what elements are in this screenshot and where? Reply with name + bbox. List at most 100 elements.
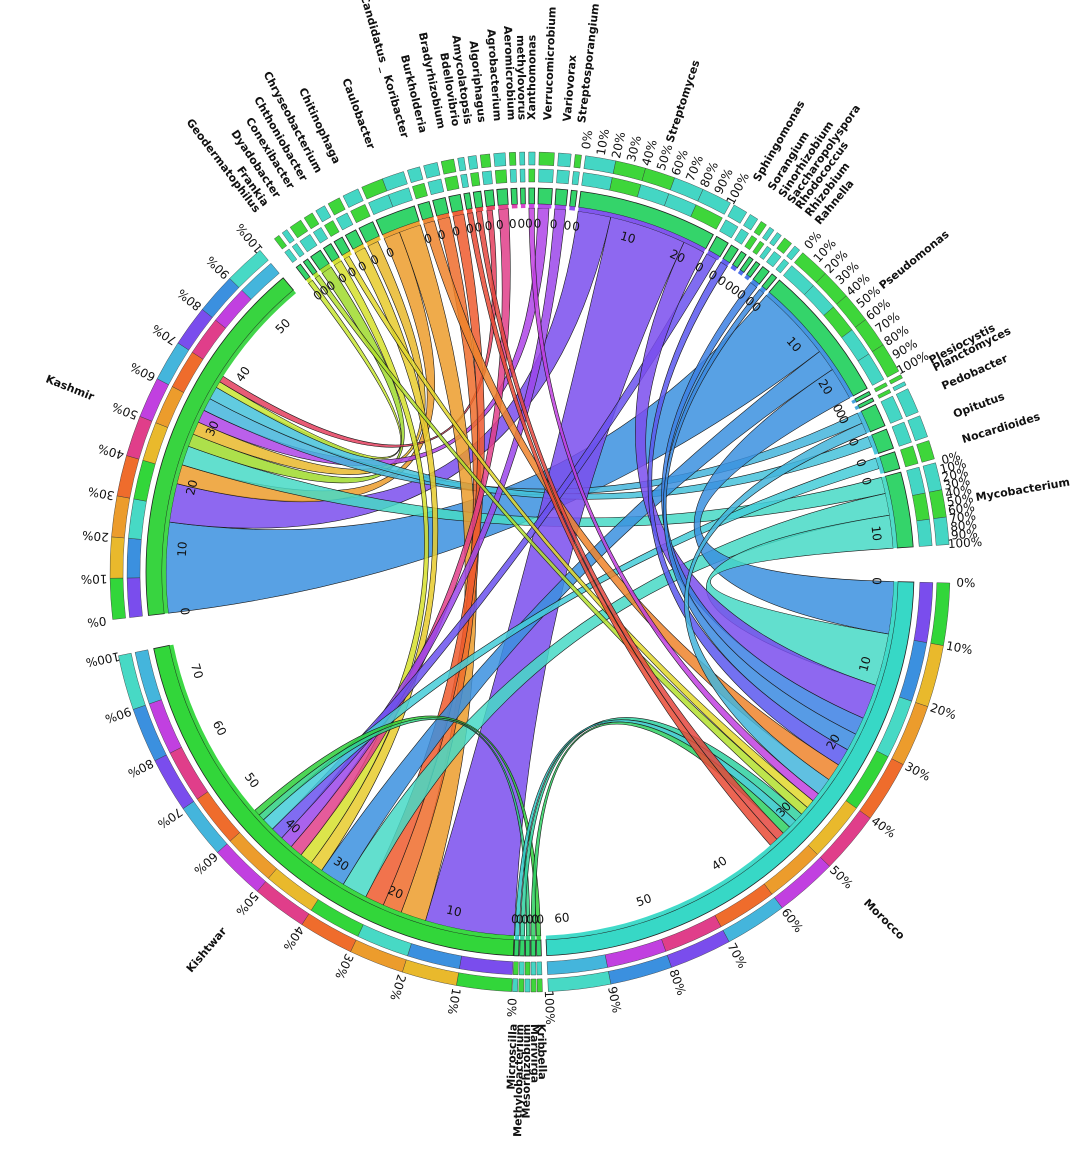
arc-lining-amycolatopsis	[475, 207, 484, 212]
tick-xanthomonas-0: 0	[525, 216, 533, 230]
tick-morocco-10: 10	[856, 655, 874, 673]
arc-lining-rhizobium	[750, 279, 760, 288]
arc-lining-conexibacter	[332, 257, 342, 266]
tick-kashmir-20: 20	[183, 478, 200, 496]
pct-mycobacterium-3: 30%	[942, 474, 971, 493]
stack-aeromicrobium-2-0	[508, 152, 517, 166]
pct-kishtwar-7: 70%	[155, 805, 185, 832]
stack-amycolatopsis-1-0	[470, 172, 481, 187]
tick-aeromicrobium-0: 0	[509, 217, 517, 231]
stack-kashmir-2-9	[229, 249, 269, 288]
pct-kashmir-10: 100%	[233, 221, 266, 256]
pct-kishtwar-10: 100%	[85, 649, 121, 670]
stack-pseudomonas-2-4	[871, 344, 900, 378]
tick-pseudomonas-20: 20	[815, 377, 835, 397]
arc-algoriphagus	[483, 189, 496, 208]
tick-kishtwar-0: 0	[511, 912, 519, 926]
label-kribbella: Kribbella	[535, 1024, 549, 1080]
pct-kashmir-1: 10%	[81, 572, 108, 586]
stack-mycobacterium-1-1	[912, 492, 930, 522]
pct-kashmir-6: 60%	[128, 359, 158, 384]
tick-bradyrhizobium-0: 0	[451, 224, 461, 239]
arc-lining-aeromicrobium	[511, 204, 518, 209]
arc-lining-kishtwar	[169, 644, 515, 940]
stack-geodermatophilus-2-0	[274, 235, 287, 250]
stack-sorangium-2-0	[743, 214, 759, 231]
tick-kashmir-10: 10	[175, 541, 190, 557]
arc-amycolatopsis	[472, 190, 484, 209]
stack-variovorax-1-0	[556, 169, 570, 185]
arc-lining-methylobacterium	[520, 935, 525, 940]
arc-aeromicrobium	[510, 187, 518, 205]
stack-kishtwar-2-9	[118, 652, 146, 710]
pct-kashmir-3: 30%	[87, 484, 116, 503]
stack-plesiocystis-2-0	[888, 374, 903, 385]
stack-planctomyces-1-0	[877, 389, 892, 399]
stack-verrucomicrobium-2-0	[538, 151, 555, 166]
stack-algoriphagus-2-0	[479, 153, 492, 169]
stack-caulobacter-1-0	[368, 194, 394, 215]
tick-morocco-40: 40	[709, 853, 729, 873]
stack-rhizobium-2-0	[776, 237, 792, 254]
arc-microscilla	[513, 939, 520, 957]
arc-lining-xanthomonas	[528, 204, 535, 209]
stack-bdellovibrio-2-0	[457, 157, 467, 172]
tick-kishtwar-50: 50	[242, 770, 262, 791]
stack-chitinophaga-2-0	[342, 188, 364, 208]
stack-morocco-1-0	[913, 582, 934, 643]
stack-kishtwar-2-0	[456, 972, 513, 992]
tick-burkholderia-0: 0	[436, 227, 447, 242]
pct-morocco-1: 10%	[945, 639, 974, 657]
label-streptosporangium: Streptosporangium	[575, 3, 602, 124]
stack-pedobacter-1-0	[880, 395, 903, 424]
stack-aeromicrobium-1-0	[509, 169, 517, 183]
arc-methylobacterium	[519, 939, 525, 957]
arc-lining-variovorax	[554, 204, 567, 210]
label-microscilla: Microscilla	[504, 1023, 519, 1089]
stack-kishtwar-1-0	[459, 955, 514, 975]
label-streptomyces: Streptomyces	[663, 58, 702, 144]
tick-streptosporangium-0: 0	[563, 218, 572, 233]
pct-morocco-2: 20%	[928, 700, 958, 722]
arc-lining-pedobacter	[857, 411, 871, 434]
arc-lining-planctomyces	[854, 405, 860, 410]
stack-streptomyces-2-4	[697, 189, 731, 215]
tick-candidatus-koribacter-0: 0	[423, 231, 434, 247]
stack-rhodococcus-1-0	[759, 245, 772, 260]
pct-mycobacterium-9: 90%	[950, 526, 978, 542]
arc-lining-sinorhizobium	[730, 264, 738, 272]
pct-mycobacterium-5: 50%	[946, 491, 975, 509]
stack-methylovorus-1-0	[519, 168, 526, 183]
label-methylovorus: methylovorus	[514, 35, 529, 121]
pct-mycobacterium-8: 80%	[950, 517, 978, 534]
pct-morocco-10: 100%	[542, 990, 557, 1025]
pct-morocco-9: 90%	[605, 985, 624, 1014]
stack-verrucomicrobium-1-0	[538, 168, 554, 183]
stack-sorangium-1-0	[734, 228, 749, 245]
arc-lining-sorangium	[720, 258, 730, 267]
pct-morocco-8: 80%	[666, 967, 688, 997]
arc-lining-methylovorus	[520, 204, 526, 209]
stack-mycobacterium-2-1	[928, 489, 947, 519]
stack-pedobacter-2-0	[895, 388, 919, 418]
arc-lining-caulobacter	[382, 221, 421, 239]
tick-morocco-0: 0	[870, 577, 884, 585]
pct-kashmir-4: 40%	[96, 441, 126, 462]
stack-kashmir-2-1	[109, 536, 125, 579]
label-aeromicrobium: Aeromicrobium	[501, 26, 518, 121]
stack-bradyrhizobium-1-0	[444, 175, 460, 192]
tick-mesorhizobium-0: 0	[526, 913, 534, 927]
stack-morocco-2-9	[547, 971, 612, 992]
pct-morocco-4: 40%	[869, 814, 899, 841]
pct-kishtwar-3: 30%	[332, 951, 356, 981]
stack-frankia-1-0	[291, 243, 305, 258]
stack-rhodococcus-2-0	[769, 232, 782, 247]
stack-candidatus-koribacter-1-0	[412, 182, 428, 200]
tick-streptomyces-10: 10	[619, 229, 638, 247]
pct-kishtwar-8: 80%	[126, 756, 156, 780]
tick-streptomyces-0: 0	[571, 219, 580, 234]
stack-opitutus-2-0	[907, 415, 928, 442]
stack-sphingomonas-1-0	[719, 219, 739, 239]
arc-lining-microscilla	[514, 935, 520, 940]
ribbon-morocco-xanthomonas	[528, 207, 819, 802]
